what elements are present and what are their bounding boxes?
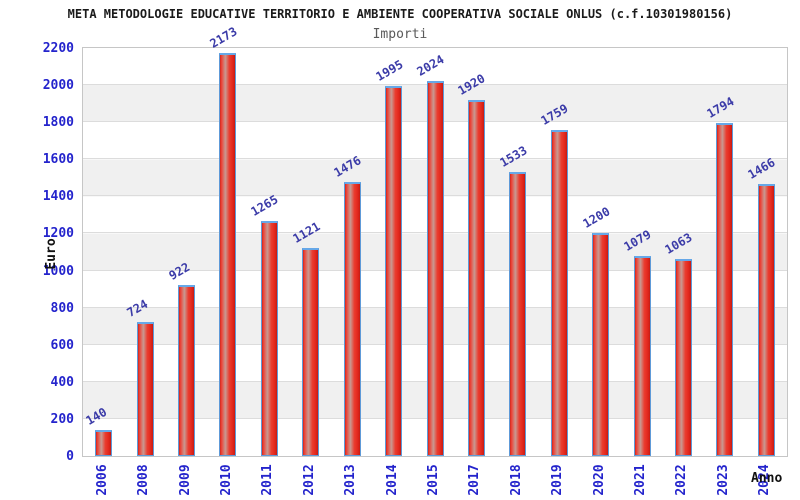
- bar: [675, 259, 692, 456]
- y-tick-label: 200: [50, 412, 74, 427]
- bar: [592, 233, 609, 456]
- bar: [385, 86, 402, 456]
- y-tick-label: 2200: [42, 41, 74, 56]
- year-label: 2020: [592, 464, 607, 496]
- bar: [219, 53, 236, 456]
- bar-value-label: 1200: [580, 204, 613, 231]
- chart-subtitle: Importi: [372, 27, 428, 42]
- y-tick-label: 1400: [42, 189, 74, 204]
- y-tick-label: 1600: [42, 152, 74, 167]
- year-label: 2006: [95, 464, 110, 496]
- year-label: 2013: [343, 464, 358, 496]
- bar-value-label: 2024: [414, 52, 447, 79]
- year-label: 2017: [467, 464, 482, 496]
- bar-value-label: 1533: [497, 143, 530, 170]
- bar: [509, 172, 526, 456]
- y-tick-label: 1000: [42, 264, 74, 279]
- year-label: 2010: [219, 464, 234, 496]
- year-label: 2023: [716, 464, 731, 496]
- bar-value-label: 922: [166, 259, 193, 283]
- year-label: 2008: [136, 464, 151, 496]
- bar-value-label: 140: [83, 404, 110, 428]
- y-axis-tick-labels: 0 200 400 600 800 1000 1200 1400 1600 1800 2000 220…: [0, 0, 74, 500]
- year-label: 2019: [550, 464, 565, 496]
- y-tick-label: 800: [50, 301, 74, 316]
- bar-value-label: 724: [124, 296, 151, 320]
- y-tick-label: 400: [50, 375, 74, 390]
- year-label: 2015: [426, 464, 441, 496]
- year-label: 2022: [674, 464, 689, 496]
- bar: [261, 221, 278, 456]
- year-label: 2012: [302, 464, 317, 496]
- chart-title: META METODOLOGIE EDUCATIVE TERRITORIO E …: [67, 7, 733, 21]
- bar: [716, 123, 733, 456]
- bar-value-label: 1063: [662, 230, 695, 257]
- year-label: 2011: [260, 464, 275, 496]
- year-label: 2021: [633, 464, 648, 496]
- bar-value-label: 1121: [290, 219, 323, 246]
- bar: [758, 184, 775, 456]
- bar-value-label: 1759: [538, 101, 571, 128]
- x-axis-tick-labels: 2006 2008 2009 2010 2011 2012 2013 2014 2015 2017…: [82, 457, 788, 500]
- x-axis-label: Anno: [751, 471, 783, 486]
- y-axis-label: Euro: [44, 238, 59, 270]
- bar-value-label: 1995: [373, 57, 406, 84]
- year-label: 2009: [178, 464, 193, 496]
- bar: [468, 100, 485, 456]
- y-tick-label: 1200: [42, 226, 74, 241]
- bar: [95, 430, 112, 456]
- bar-value-label: 1794: [704, 94, 737, 121]
- bar-value-label: 1920: [455, 71, 488, 98]
- year-label: 2018: [509, 464, 524, 496]
- bar: [178, 285, 195, 456]
- bar-value-label: 1265: [248, 192, 281, 219]
- y-tick-label: 600: [50, 338, 74, 353]
- bar: [302, 248, 319, 456]
- plot-area: 140 724 922 2173 1265 1121 1476 1995 2024 1920 153…: [82, 24, 788, 457]
- bar: [344, 182, 361, 456]
- y-tick-label: 2000: [42, 78, 74, 93]
- y-tick-label: 1800: [42, 115, 74, 130]
- bar: [634, 256, 651, 456]
- bar: [427, 81, 444, 456]
- y-tick-label: 0: [66, 449, 74, 464]
- bar: [137, 322, 154, 456]
- year-label: 2014: [385, 464, 400, 496]
- bar: [551, 130, 568, 456]
- bar-value-label: 1466: [745, 155, 778, 182]
